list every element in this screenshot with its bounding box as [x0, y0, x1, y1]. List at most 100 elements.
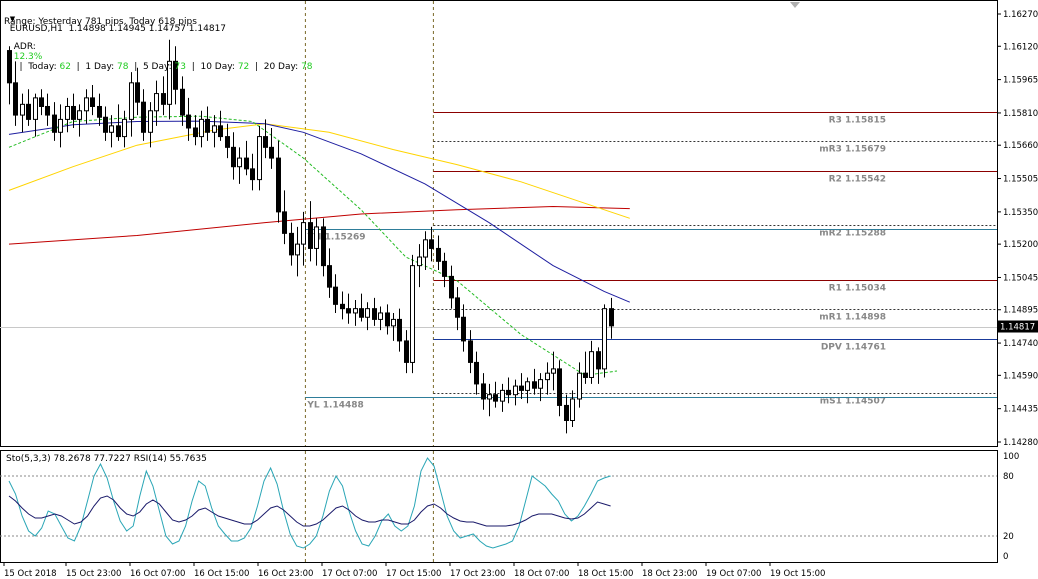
candle [199, 110, 204, 148]
candle [481, 373, 486, 410]
adr-item: | 20 Day: 78 [249, 62, 313, 72]
candle-body-bear [263, 136, 268, 148]
candle [33, 93, 38, 137]
candle [129, 72, 134, 137]
candle-body-bear [97, 105, 102, 118]
candle-body-bear [461, 316, 466, 342]
symbol-line: EURUSD,H1 1.14898 1.14945 1.14757 1.1481… [9, 24, 227, 34]
candle [487, 383, 492, 417]
time-axis[interactable]: 15 Oct 2018 15 Oct 23:00 16 Oct 07:00 16 Oc… [3, 562, 825, 579]
y-tick-label: 1.15810 [1003, 109, 1038, 119]
y-tick-label: 1.14280 [1003, 438, 1038, 448]
candle [468, 330, 473, 374]
level-label-dpv: DPV 1.14761 [821, 343, 886, 353]
x-tick-label: 15 Oct 23:00 [66, 569, 121, 579]
y-tick-label: 1.15965 [1003, 76, 1038, 86]
scroll-marker-icon[interactable] [790, 2, 800, 8]
candle [493, 381, 498, 408]
candle-body-bear [455, 297, 460, 318]
candle-body-bear [52, 114, 57, 133]
candle [461, 304, 466, 352]
candle [429, 226, 434, 262]
candle-body-bear [244, 157, 249, 170]
candle-body-bear [308, 222, 313, 249]
adr-item: | Today: 62 [13, 62, 71, 72]
candle-body-bear [39, 97, 44, 107]
level-label-mr2: mR2 1.15288 [819, 229, 886, 239]
candle-body-bear [173, 60, 178, 90]
candle-body-bull [423, 239, 428, 258]
candle-body-bear [289, 232, 294, 256]
candle-body-bear [321, 226, 326, 267]
price-axis[interactable]: 1.16270 1.16120 1.15965 1.15810 1.15660 1.155… [997, 10, 1038, 448]
level-label-yh: YH 1.15269 [306, 233, 365, 243]
candle [442, 252, 447, 288]
candle-body-bear [596, 351, 601, 370]
candle-body-bull [199, 118, 204, 138]
candle [391, 312, 396, 341]
adr-line: ADR: 12.3% | Today: 62 | 1 Day: 78 | 5 D… [8, 32, 313, 72]
price-panel-frame [0, 0, 998, 447]
candle [525, 377, 530, 404]
candle [244, 140, 249, 176]
x-tick-label: 17 Oct 23:00 [450, 569, 505, 579]
candle-body-bear [193, 127, 198, 138]
candle-body-bear [26, 103, 31, 120]
candle-body-bull [500, 389, 505, 402]
x-tick-label: 16 Oct 15:00 [194, 569, 249, 579]
moving-average-line [8, 115, 618, 376]
y-tick-label: 1.16120 [1003, 42, 1038, 52]
oscillator-panel: 100 80 20 0 [0, 452, 1019, 562]
candle [564, 394, 569, 434]
x-tick-label: 18 Oct 07:00 [514, 569, 569, 579]
candle-body-bear [103, 116, 108, 133]
candle-body-bear [218, 125, 223, 138]
candle-body-bull [84, 97, 89, 112]
candle-body-bear [180, 88, 185, 116]
y-tick-label: 1.14895 [1003, 306, 1038, 316]
candle [20, 93, 25, 133]
candle [583, 351, 588, 384]
level-label-mr1: mR1 1.14898 [819, 313, 886, 323]
candle-body-bear [397, 318, 402, 342]
candle-body-bear [340, 303, 345, 310]
candle [148, 102, 153, 148]
candle [269, 127, 274, 169]
candle-body-bear [282, 211, 287, 234]
candle-body-bull [122, 118, 127, 138]
candle-body-bear [583, 372, 588, 378]
dropdown-triangle-icon[interactable]: ▼ [9, 15, 16, 23]
candle [474, 351, 479, 395]
candle-body-bear [141, 101, 146, 133]
candle [257, 125, 262, 191]
y-tick-label: 1.16270 [1003, 10, 1038, 20]
candle-body-bear [161, 93, 166, 105]
candle-body-bear [225, 136, 230, 148]
x-tick-label: 17 Oct 15:00 [386, 569, 441, 579]
candle [545, 362, 550, 395]
candle [359, 293, 364, 322]
candle [301, 211, 306, 266]
candle-body-bull [570, 398, 575, 421]
candle [314, 218, 319, 266]
candle [186, 97, 191, 141]
candle [602, 304, 607, 378]
x-tick-label: 19 Oct 07:00 [706, 569, 761, 579]
candle-body-bear [205, 118, 210, 133]
candle-body-bull [577, 372, 582, 400]
stochastic-main-line [8, 457, 611, 549]
candle [7, 46, 12, 105]
moving-average-line [8, 123, 630, 219]
candle-body-bear [519, 385, 524, 391]
candle [218, 110, 223, 141]
candle-body-bear [436, 247, 441, 262]
candle-body-bear [135, 82, 140, 103]
candle [225, 123, 230, 159]
candle [346, 293, 351, 324]
adr-item-value: 78 [301, 62, 313, 72]
candle-body-bear [532, 381, 537, 389]
candle-body-bear [7, 50, 12, 84]
x-tick-label: 15 Oct 2018 [4, 569, 57, 579]
candle [577, 362, 582, 408]
